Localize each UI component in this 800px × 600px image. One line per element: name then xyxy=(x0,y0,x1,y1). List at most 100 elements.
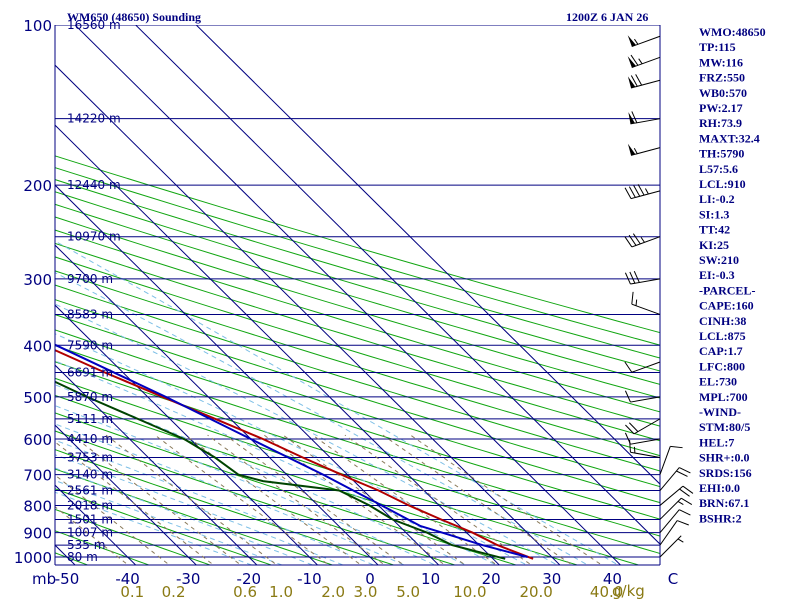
barb-flag xyxy=(630,75,638,87)
index-label: WB0:570 xyxy=(699,86,747,100)
barb-shaft xyxy=(659,509,680,533)
index-label: WMO:48650 xyxy=(699,25,766,39)
barb-shaft xyxy=(659,446,671,475)
barb-flag xyxy=(633,270,640,283)
index-label: MW:116 xyxy=(699,55,743,69)
index-label: TT:42 xyxy=(699,223,730,237)
temperature-tick-label: 30 xyxy=(542,570,561,588)
pressure-tick-label: 900 xyxy=(23,525,52,543)
height-label: 535 m xyxy=(67,538,105,552)
barb-flag xyxy=(670,445,683,449)
dry-adiabat-line xyxy=(55,430,457,565)
index-label: SI:1.3 xyxy=(699,207,729,221)
sounding-profiles xyxy=(55,343,534,560)
barb-pennant xyxy=(627,143,636,156)
isotherm-line xyxy=(55,424,197,565)
temperature-tick-label: C xyxy=(668,570,678,588)
height-label: 2561 m xyxy=(67,484,113,498)
mixing-ratio-tick-label: 0.1 xyxy=(120,583,144,600)
height-label: 16560 m xyxy=(67,18,121,32)
dry-adiabat-line xyxy=(55,377,641,565)
temperature-tick-label: -10 xyxy=(297,570,322,588)
height-label: 9700 m xyxy=(67,272,113,286)
dry-adiabat-line xyxy=(55,256,660,442)
barb-half-flag xyxy=(633,148,638,154)
dry-adiabat-line xyxy=(55,329,660,520)
mixing-ratio-line xyxy=(55,441,215,565)
height-label: 8583 m xyxy=(67,307,113,321)
pressure-tick-label: 700 xyxy=(23,467,52,485)
wind-barb xyxy=(627,54,661,69)
wind-barb xyxy=(627,35,661,48)
dry-adiabat-line xyxy=(55,284,660,472)
dry-adiabat-line xyxy=(55,412,518,565)
barb-shaft xyxy=(659,535,682,558)
barb-shaft xyxy=(631,236,661,248)
mixing-ratio-line xyxy=(263,434,446,565)
dry-adiabat-line xyxy=(55,361,660,554)
wind-barb xyxy=(624,184,661,200)
index-label: CINH:38 xyxy=(699,314,746,328)
temperature-tick-label: -30 xyxy=(176,570,201,588)
mixing-ratio-tick-label: 3.0 xyxy=(354,583,378,600)
pressure-tick-label: 200 xyxy=(23,177,52,195)
dry-adiabat-line xyxy=(55,508,212,565)
barb-pennant xyxy=(627,56,637,68)
barb-shaft xyxy=(633,418,661,435)
moist-adiabat-line xyxy=(55,467,314,565)
barb-flag xyxy=(625,424,635,435)
height-label: 5870 m xyxy=(67,390,113,404)
temperature-tick-label: 40 xyxy=(603,570,622,588)
index-label: BRN:67.1 xyxy=(699,496,749,510)
isotherm-line xyxy=(195,25,660,485)
barb-half-flag xyxy=(677,538,684,543)
barb-flag xyxy=(680,497,693,506)
barb-pennant xyxy=(628,112,635,124)
chart-frame xyxy=(54,25,661,566)
height-label: 1007 m xyxy=(67,526,113,540)
height-label: 6691 m xyxy=(67,366,113,380)
barb-shaft xyxy=(659,497,682,520)
dry-adiabat-line xyxy=(55,179,660,359)
index-label: SRDS:156 xyxy=(699,466,752,480)
barb-shaft xyxy=(631,56,661,69)
height-label: 3140 m xyxy=(67,468,113,482)
barb-shaft xyxy=(630,190,661,200)
barb-shaft xyxy=(659,520,678,546)
barb-flag xyxy=(635,74,643,86)
mixing-ratio-line xyxy=(225,434,405,565)
pressure-tick-label: 600 xyxy=(23,431,52,449)
barb-pennant xyxy=(627,76,636,88)
barb-shaft xyxy=(630,118,661,125)
height-label: 2018 m xyxy=(67,498,113,512)
barb-shaft xyxy=(630,438,661,445)
isotherm-line xyxy=(55,124,500,565)
wind-barb xyxy=(627,74,661,89)
moist-adiabat-line xyxy=(55,360,498,565)
barb-flag xyxy=(682,485,694,494)
barb-shaft xyxy=(630,147,661,156)
isotherm-line xyxy=(74,25,622,565)
barb-flag xyxy=(624,361,633,373)
mixing-ratio-tick-label: 10.0 xyxy=(453,583,486,600)
barb-flag xyxy=(631,111,638,123)
height-label: 10970 m xyxy=(67,230,121,244)
index-label: L57:5.6 xyxy=(699,162,738,176)
mixing-ratio-line xyxy=(282,434,467,565)
barb-shaft xyxy=(630,396,661,403)
mixing-ratio-tick-label: 2.0 xyxy=(321,583,345,600)
index-label: -WIND- xyxy=(699,405,741,419)
mixing-ratio-line xyxy=(312,434,498,565)
pressure-tick-label: 400 xyxy=(23,337,52,355)
isotherm-line xyxy=(55,364,258,565)
wind-barb xyxy=(629,439,661,458)
pressure-tick-label: 100 xyxy=(23,17,52,35)
index-label: LFC:800 xyxy=(699,359,745,373)
temperature-tick-label: 20 xyxy=(482,570,501,588)
index-label: MPL:700 xyxy=(699,390,748,404)
dry-adiabat-line xyxy=(55,345,660,537)
pressure-tick-label: 800 xyxy=(23,497,52,515)
isotherm-line xyxy=(0,1,18,569)
